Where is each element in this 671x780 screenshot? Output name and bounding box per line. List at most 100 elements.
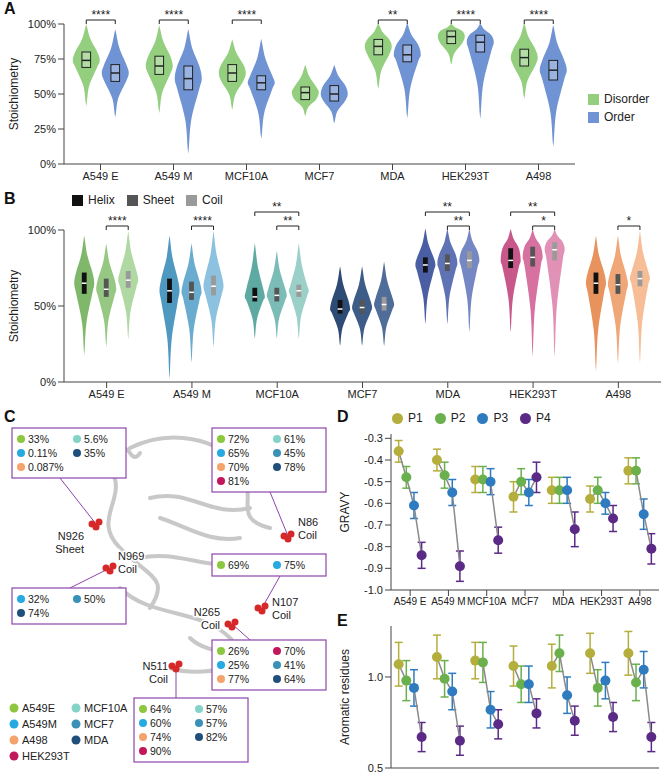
svg-text:MCF7: MCF7: [348, 388, 378, 400]
svg-text:A549 M: A549 M: [431, 596, 465, 607]
svg-text:75%: 75%: [284, 559, 305, 571]
svg-text:Stoichiometry: Stoichiometry: [7, 58, 21, 131]
svg-text:Stoichiometry: Stoichiometry: [7, 270, 21, 343]
svg-text:HEK293T: HEK293T: [442, 170, 490, 182]
svg-text:**: **: [272, 200, 282, 214]
svg-text:50%: 50%: [84, 593, 105, 605]
svg-text:45%: 45%: [284, 447, 305, 459]
svg-text:Coil: Coil: [272, 609, 291, 621]
svg-text:72%: 72%: [228, 433, 249, 445]
svg-text:A498: A498: [526, 170, 552, 182]
svg-text:HEK293T: HEK293T: [580, 596, 623, 607]
svg-text:**: **: [388, 8, 398, 22]
svg-text:**: **: [454, 214, 464, 228]
svg-text:77%: 77%: [228, 673, 249, 685]
svg-text:0.5: 0.5: [368, 762, 383, 774]
svg-text:A498: A498: [606, 388, 632, 400]
svg-text:MCF10A: MCF10A: [467, 596, 507, 607]
svg-text:1.0: 1.0: [368, 671, 383, 683]
svg-text:A498: A498: [628, 596, 652, 607]
svg-text:N969: N969: [118, 550, 144, 562]
svg-text:****: ****: [193, 214, 212, 228]
svg-text:****: ****: [164, 8, 183, 22]
svg-text:64%: 64%: [150, 703, 171, 715]
svg-text:65%: 65%: [228, 447, 249, 459]
svg-text:-0.6: -0.6: [364, 497, 383, 509]
svg-text:MCF10A: MCF10A: [256, 388, 300, 400]
svg-text:****: ****: [456, 8, 475, 22]
svg-text:64%: 64%: [284, 673, 305, 685]
svg-text:Sheet: Sheet: [55, 543, 84, 555]
svg-text:41%: 41%: [284, 659, 305, 671]
svg-text:5.6%: 5.6%: [84, 433, 108, 445]
svg-text:A498: A498: [22, 734, 48, 746]
svg-text:-0.4: -0.4: [364, 454, 383, 466]
svg-text:26%: 26%: [228, 645, 249, 657]
svg-text:33%: 33%: [28, 433, 49, 445]
svg-text:**: **: [528, 200, 538, 214]
svg-text:-0.8: -0.8: [364, 541, 383, 553]
svg-text:A549 M: A549 M: [173, 388, 211, 400]
svg-text:Coil: Coil: [201, 619, 220, 631]
svg-text:70%: 70%: [228, 461, 249, 473]
svg-text:MDA: MDA: [552, 596, 575, 607]
svg-text:A549M: A549M: [22, 718, 57, 730]
svg-text:0.11%: 0.11%: [28, 447, 57, 459]
svg-text:A549 E: A549 E: [82, 170, 118, 182]
svg-text:Coil: Coil: [298, 529, 317, 541]
svg-text:MDA: MDA: [380, 170, 405, 182]
svg-text:Aromatic residues: Aromatic residues: [338, 649, 352, 745]
svg-text:35%: 35%: [84, 447, 105, 459]
svg-text:HEK293T: HEK293T: [22, 750, 70, 762]
svg-text:90%: 90%: [150, 745, 171, 757]
svg-text:HEK293T: HEK293T: [509, 388, 557, 400]
svg-text:32%: 32%: [28, 593, 49, 605]
svg-text:61%: 61%: [284, 433, 305, 445]
svg-text:25%: 25%: [228, 659, 249, 671]
svg-text:MCF7: MCF7: [511, 596, 539, 607]
svg-text:57%: 57%: [206, 717, 227, 729]
svg-text:-0.7: -0.7: [364, 519, 383, 531]
svg-text:**: **: [283, 214, 293, 228]
svg-text:60%: 60%: [150, 717, 171, 729]
svg-text:0.087%: 0.087%: [28, 461, 64, 473]
svg-text:A549 E: A549 E: [89, 388, 125, 400]
svg-text:MCF7: MCF7: [305, 170, 335, 182]
svg-text:MCF10A: MCF10A: [84, 702, 128, 714]
svg-text:-1.0: -1.0: [364, 584, 383, 596]
svg-text:A549 M: A549 M: [155, 170, 193, 182]
svg-text:*: *: [627, 214, 632, 228]
svg-text:N511: N511: [143, 660, 168, 672]
svg-text:****: ****: [108, 214, 127, 228]
svg-text:0%: 0%: [40, 158, 56, 170]
svg-text:100%: 100%: [28, 224, 56, 236]
svg-text:81%: 81%: [228, 475, 249, 487]
svg-text:78%: 78%: [284, 461, 305, 473]
svg-text:GRAVY: GRAVY: [338, 491, 352, 532]
svg-text:74%: 74%: [150, 731, 171, 743]
svg-text:57%: 57%: [206, 703, 227, 715]
svg-text:N265: N265: [194, 606, 220, 618]
svg-text:70%: 70%: [284, 645, 305, 657]
svg-text:MCF7: MCF7: [84, 718, 114, 730]
svg-text:50%: 50%: [34, 88, 56, 100]
svg-text:-0.9: -0.9: [364, 562, 383, 574]
svg-text:**: **: [443, 200, 453, 214]
svg-text:75%: 75%: [34, 53, 56, 65]
svg-text:MCF10A: MCF10A: [225, 170, 269, 182]
svg-text:69%: 69%: [228, 559, 249, 571]
svg-text:A549 E: A549 E: [394, 596, 427, 607]
svg-text:-0.3: -0.3: [364, 432, 383, 444]
svg-text:50%: 50%: [34, 300, 56, 312]
svg-text:*: *: [541, 214, 546, 228]
svg-text:A549E: A549E: [22, 702, 55, 714]
svg-text:Coil: Coil: [118, 563, 137, 575]
svg-text:****: ****: [91, 8, 110, 22]
svg-text:25%: 25%: [34, 123, 56, 135]
svg-text:MDA: MDA: [436, 388, 461, 400]
svg-text:N86: N86: [298, 516, 318, 528]
svg-text:100%: 100%: [28, 18, 56, 30]
svg-text:74%: 74%: [28, 607, 49, 619]
svg-text:N926: N926: [58, 530, 84, 542]
svg-text:-0.5: -0.5: [364, 476, 383, 488]
